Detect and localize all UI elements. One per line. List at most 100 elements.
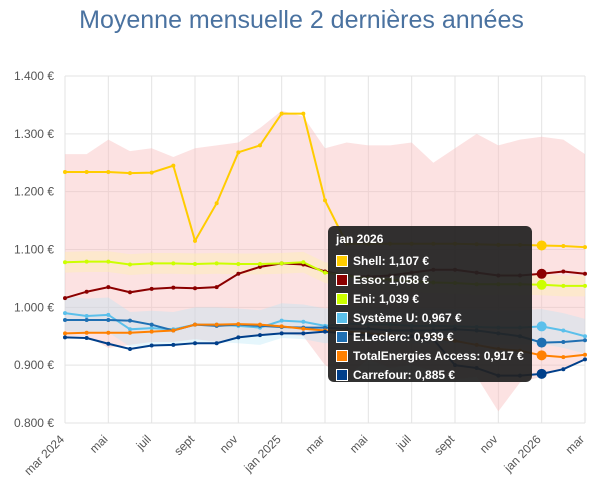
chart-title: Moyenne mensuelle 2 dernières années: [79, 6, 524, 34]
y-tick-label: 1.300 €: [14, 127, 54, 141]
legend-swatch: [336, 312, 348, 324]
data-point: [561, 244, 566, 249]
data-point: [236, 322, 241, 327]
data-point: [583, 271, 587, 276]
data-point: [149, 326, 154, 331]
data-point: [84, 314, 89, 319]
x-tick-label: jan 2026: [501, 432, 544, 475]
tooltip: jan 2026 Shell: 1,107 € Esso: 1,058 € En…: [328, 226, 532, 382]
data-point: [193, 341, 197, 346]
data-point: [84, 289, 89, 294]
tooltip-row: Eni: 1,039 €: [336, 291, 419, 307]
data-point: [583, 334, 587, 339]
data-point: [193, 286, 197, 291]
data-point: [128, 330, 132, 335]
x-tick-label: mar 2024: [21, 432, 67, 478]
data-point: [128, 171, 132, 176]
data-point: [258, 322, 262, 327]
x-tick-label: mar: [563, 432, 588, 457]
data-point: [149, 170, 154, 175]
data-point: [171, 163, 176, 168]
data-point: [106, 312, 111, 317]
data-point: [193, 322, 197, 327]
y-tick-label: 0.800 €: [14, 416, 54, 430]
tooltip-label: E.Leclerc: 0,939 €: [353, 330, 454, 344]
data-point: [323, 325, 327, 330]
data-point: [236, 335, 241, 340]
data-point: [171, 342, 176, 347]
data-point: [63, 296, 67, 301]
data-point: [561, 269, 566, 274]
data-point: [536, 240, 547, 251]
data-point: [171, 328, 176, 333]
legend-swatch: [336, 331, 348, 343]
data-point: [258, 261, 262, 266]
tooltip-label: Esso: 1,058 €: [353, 273, 430, 287]
legend-swatch: [336, 293, 348, 305]
data-point: [583, 338, 587, 343]
tooltip-title: jan 2026: [336, 232, 384, 246]
data-point: [106, 259, 111, 264]
tooltip-label: TotalEnergies Access: 0,917 €: [353, 349, 524, 363]
data-point: [301, 111, 306, 116]
data-point: [536, 350, 547, 361]
x-tick-label: mar: [303, 432, 328, 457]
data-point: [279, 111, 284, 116]
data-point: [84, 330, 89, 335]
data-point: [561, 283, 566, 288]
data-point: [323, 270, 327, 275]
data-point: [536, 321, 547, 332]
data-point: [128, 262, 132, 267]
data-point: [193, 238, 197, 243]
y-tick-label: 1.400 €: [14, 69, 54, 83]
data-point: [258, 264, 262, 269]
data-point: [128, 327, 132, 332]
tooltip-row: Système U: 0,967 €: [336, 310, 462, 326]
data-point: [236, 150, 241, 155]
legend-swatch: [336, 350, 348, 362]
data-point: [214, 322, 219, 327]
data-point: [258, 143, 262, 148]
data-point: [536, 368, 547, 379]
x-tick-label: juil: [133, 432, 154, 453]
x-tick-label: nov: [217, 432, 241, 456]
data-point: [149, 286, 154, 291]
data-point: [63, 335, 67, 340]
data-point: [63, 260, 67, 265]
data-point: [561, 340, 566, 345]
data-point: [84, 259, 89, 264]
data-point: [214, 201, 219, 206]
data-point: [301, 260, 306, 265]
data-point: [106, 170, 111, 175]
tooltip-row: Carrefour: 0,885 €: [336, 367, 455, 383]
data-point: [106, 285, 111, 290]
data-point: [84, 318, 89, 323]
data-point: [583, 283, 587, 288]
data-point: [583, 245, 587, 250]
data-point: [301, 319, 306, 324]
data-point: [63, 318, 67, 323]
tooltip-label: Eni: 1,039 €: [353, 292, 420, 306]
data-point: [84, 170, 89, 175]
y-tick-label: 1.100 €: [14, 243, 54, 257]
data-point: [84, 335, 89, 340]
data-point: [561, 328, 566, 333]
data-point: [323, 198, 327, 203]
tooltip-label: Shell: 1,107 €: [353, 254, 430, 268]
data-point: [193, 261, 197, 266]
data-point: [63, 311, 67, 316]
x-tick-label: sept: [171, 432, 197, 458]
data-point: [128, 346, 132, 351]
data-point: [236, 261, 241, 266]
x-tick-label: mai: [347, 432, 371, 456]
tooltip-label: Carrefour: 0,885 €: [353, 368, 456, 382]
data-point: [128, 318, 132, 323]
data-point: [106, 318, 111, 323]
x-tick-label: juil: [393, 432, 414, 453]
data-point: [149, 261, 154, 266]
data-point: [214, 341, 219, 346]
tooltip-row: Shell: 1,107 €: [336, 253, 429, 269]
data-point: [63, 170, 67, 175]
data-point: [279, 261, 284, 266]
data-point: [279, 324, 284, 329]
